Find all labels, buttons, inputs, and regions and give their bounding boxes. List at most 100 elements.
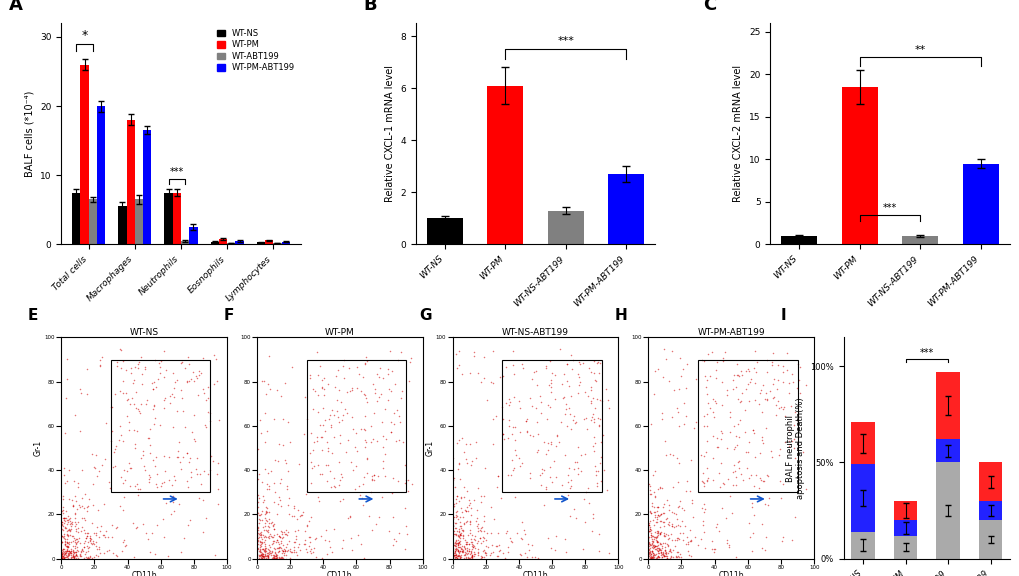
Point bbox=[58, 553, 74, 562]
Point bbox=[62, 548, 78, 558]
Point bbox=[332, 469, 348, 479]
Point bbox=[314, 376, 330, 385]
Point bbox=[121, 458, 138, 468]
Point bbox=[252, 548, 268, 557]
Point bbox=[462, 439, 478, 449]
Point bbox=[450, 537, 467, 547]
Point bbox=[575, 494, 591, 503]
Point bbox=[656, 548, 673, 557]
Point bbox=[644, 550, 660, 559]
Point bbox=[274, 441, 290, 450]
Point bbox=[58, 374, 74, 384]
Point bbox=[734, 388, 750, 397]
Bar bbox=[893, 501, 916, 520]
Point bbox=[568, 457, 584, 467]
Point bbox=[177, 363, 194, 372]
Point bbox=[584, 510, 600, 519]
Point bbox=[671, 501, 687, 510]
Point bbox=[319, 550, 335, 559]
Point bbox=[447, 541, 464, 551]
Point bbox=[66, 533, 83, 543]
Point bbox=[60, 551, 76, 560]
Point bbox=[643, 546, 659, 555]
Point bbox=[648, 537, 664, 547]
Point bbox=[152, 363, 168, 372]
Point bbox=[644, 552, 660, 561]
Point bbox=[92, 355, 108, 364]
Point bbox=[113, 430, 129, 439]
Point bbox=[133, 379, 150, 388]
Point bbox=[487, 412, 503, 421]
Point bbox=[396, 479, 413, 488]
Point bbox=[444, 476, 461, 485]
Point bbox=[55, 554, 71, 563]
Point bbox=[255, 533, 271, 542]
Point bbox=[500, 394, 517, 403]
Point bbox=[132, 399, 149, 408]
Point bbox=[571, 377, 587, 386]
Point bbox=[355, 372, 371, 381]
Point bbox=[56, 536, 72, 545]
Point bbox=[61, 514, 77, 524]
Point bbox=[658, 513, 675, 522]
Point bbox=[453, 545, 470, 554]
Point bbox=[384, 473, 400, 483]
Point bbox=[477, 548, 493, 558]
Point bbox=[463, 546, 479, 555]
Point bbox=[375, 373, 391, 382]
Point bbox=[669, 520, 686, 529]
Point bbox=[482, 377, 498, 386]
Point bbox=[528, 447, 544, 456]
Point bbox=[541, 357, 557, 366]
Point bbox=[378, 434, 394, 444]
Point bbox=[256, 537, 272, 547]
Point bbox=[89, 529, 105, 538]
Point bbox=[273, 526, 289, 536]
Point bbox=[99, 546, 115, 555]
Point bbox=[514, 359, 530, 369]
Point bbox=[444, 522, 461, 531]
Point bbox=[61, 550, 77, 559]
Point bbox=[663, 520, 680, 529]
Point bbox=[272, 533, 288, 542]
Point bbox=[462, 504, 478, 513]
Point bbox=[474, 537, 490, 546]
Point bbox=[59, 526, 75, 535]
Point bbox=[174, 407, 191, 416]
Bar bbox=[164, 192, 172, 244]
Bar bbox=[135, 199, 143, 244]
Point bbox=[270, 543, 286, 552]
Point bbox=[703, 544, 719, 554]
Point bbox=[494, 414, 511, 423]
Point bbox=[444, 551, 461, 560]
Point bbox=[711, 483, 728, 492]
Point bbox=[445, 453, 462, 463]
Point bbox=[278, 540, 294, 549]
Point bbox=[462, 498, 478, 507]
Point bbox=[200, 469, 216, 478]
Point bbox=[121, 426, 138, 435]
Point bbox=[307, 386, 323, 396]
Point bbox=[649, 528, 665, 537]
Point bbox=[68, 537, 85, 547]
Point bbox=[125, 426, 142, 435]
Point bbox=[562, 424, 579, 433]
Point bbox=[309, 437, 325, 446]
Point bbox=[389, 355, 406, 364]
Point bbox=[56, 548, 72, 558]
Point bbox=[253, 537, 269, 547]
Bar bbox=[118, 206, 126, 244]
Point bbox=[178, 378, 195, 387]
Point bbox=[519, 552, 535, 562]
Point bbox=[677, 411, 693, 420]
Point bbox=[343, 546, 360, 555]
Point bbox=[81, 494, 97, 503]
Point bbox=[322, 483, 338, 492]
Point bbox=[60, 517, 76, 526]
Point bbox=[457, 550, 473, 559]
Point bbox=[315, 374, 331, 383]
Point bbox=[267, 545, 283, 554]
Point bbox=[151, 359, 167, 368]
Point bbox=[76, 504, 93, 513]
Point bbox=[193, 369, 209, 378]
